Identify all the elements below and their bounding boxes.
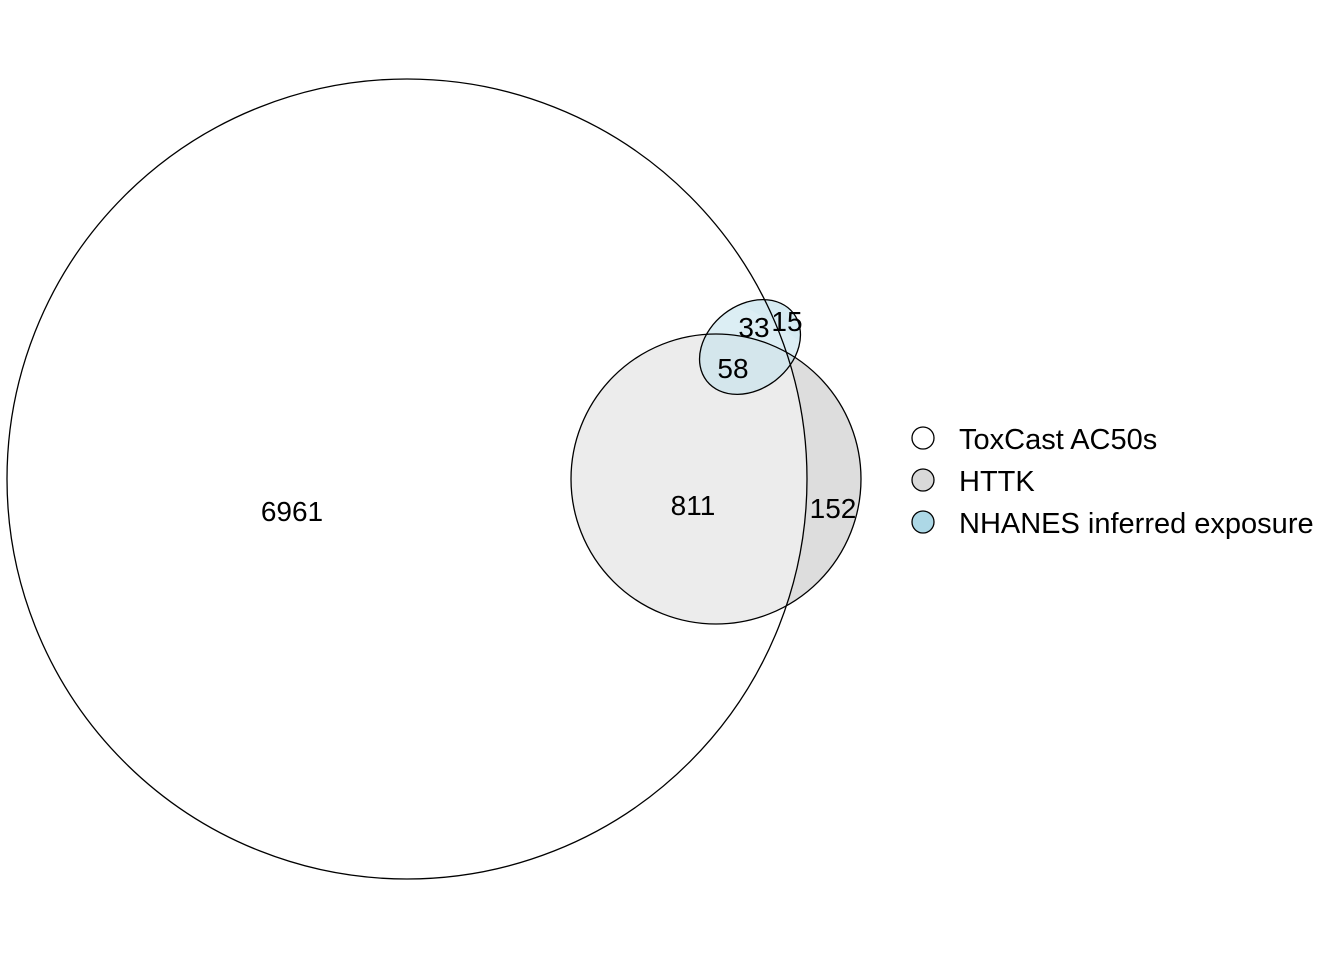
httk-set-outline (570, 333, 862, 625)
httk-toxcast-overlap (571, 334, 807, 624)
region-count-toxcast-nhanes: 33 (738, 312, 769, 343)
legend-label-httk: HTTK (959, 466, 1035, 498)
region-count-all-three: 58 (717, 353, 748, 384)
region-count-toxcast-only: 6961 (261, 496, 323, 527)
region-count-nhanes-only: 15 (771, 306, 802, 337)
httk-set-fill (571, 334, 861, 624)
legend-label-toxcast: ToxCast AC50s (959, 424, 1157, 456)
legend-item-toxcast: ToxCast AC50s (911, 424, 1157, 456)
legend-item-nhanes: NHANES inferred exposure (911, 508, 1314, 540)
region-count-httk-only: 152 (810, 493, 857, 524)
region-count-toxcast-httk: 811 (671, 490, 716, 521)
legend: ToxCast AC50s HTTK NHANES inferred expos… (911, 424, 1314, 540)
legend-item-httk: HTTK (911, 466, 1035, 498)
legend-key-httk (911, 468, 935, 492)
legend-label-nhanes: NHANES inferred exposure (959, 508, 1314, 540)
toxcast-set-outline (6, 78, 808, 880)
legend-key-toxcast (911, 426, 935, 450)
legend-key-nhanes (911, 510, 935, 534)
nhanes-set-outline (698, 299, 802, 395)
